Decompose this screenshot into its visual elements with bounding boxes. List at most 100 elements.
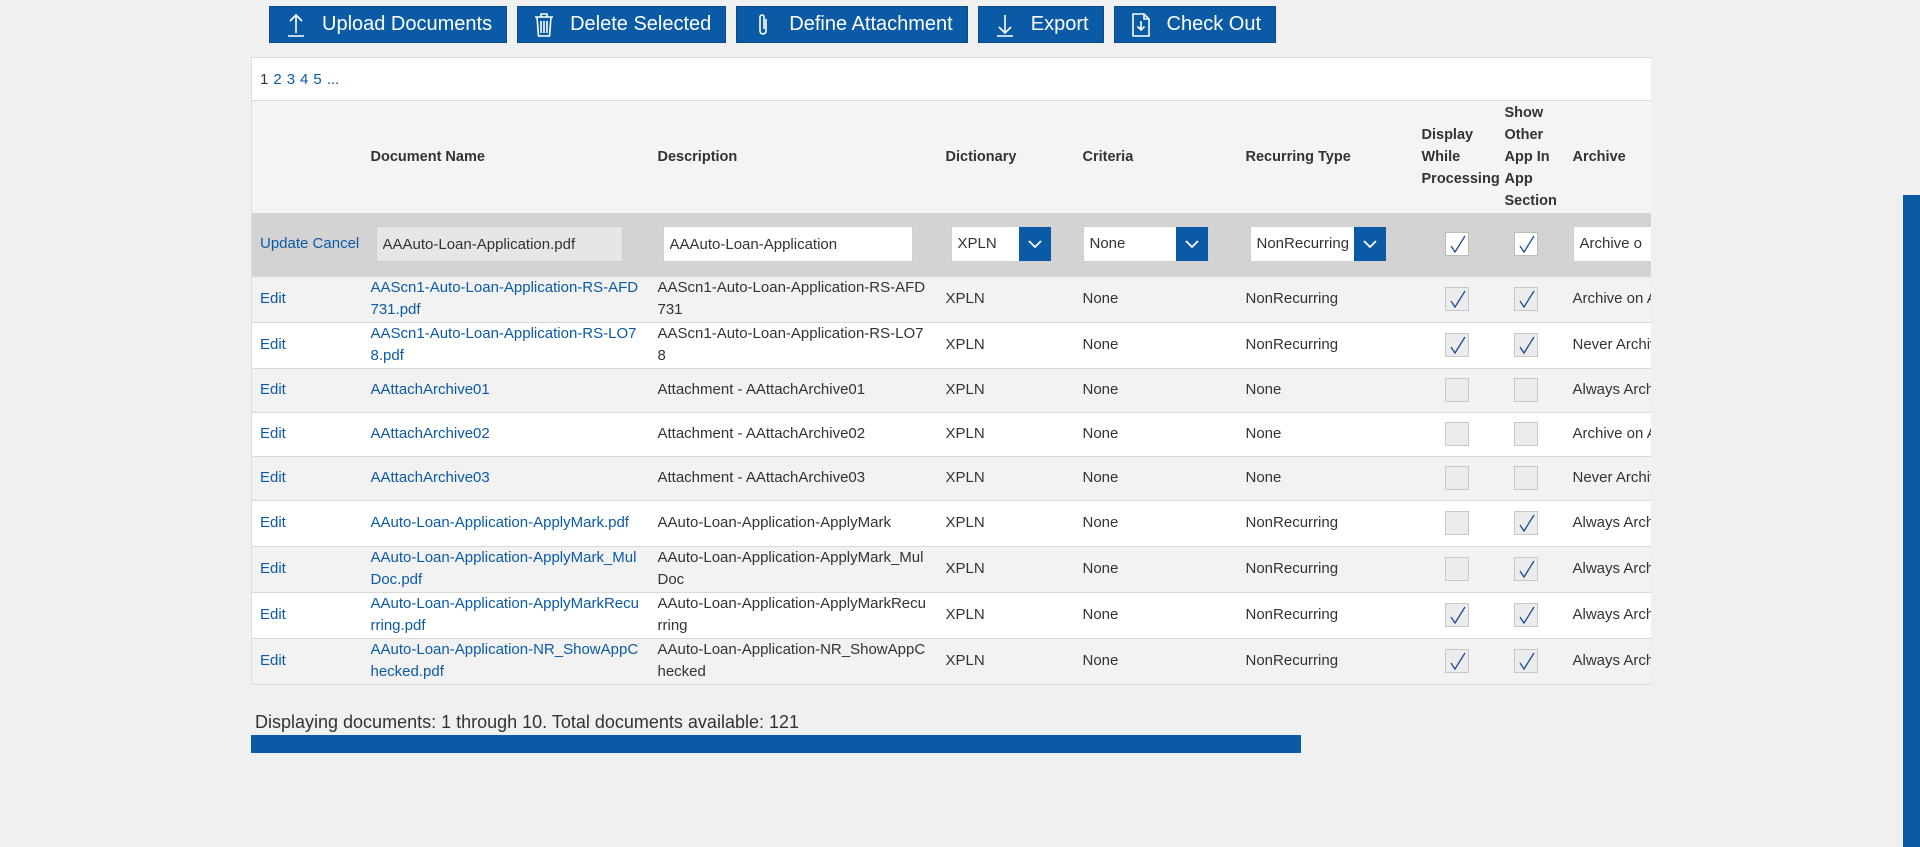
description-cell: Attachment - AAttachArchive02 xyxy=(657,425,866,442)
criteria-cell: None xyxy=(1082,652,1119,669)
display-while-processing-checkbox xyxy=(1444,422,1469,446)
paperclip-icon xyxy=(751,11,775,39)
show-other-app-checkbox xyxy=(1513,287,1538,311)
document-name-link[interactable]: AAttachArchive01 xyxy=(370,381,490,398)
dictionary-select-value: XPLN xyxy=(957,235,997,253)
edit-link[interactable]: Edit xyxy=(260,560,286,577)
dictionary-select[interactable]: XPLN xyxy=(950,226,1052,263)
show-other-app-checkbox xyxy=(1513,511,1538,535)
page-more[interactable]: ... xyxy=(326,70,340,88)
dictionary-cell: XPLN xyxy=(945,290,985,307)
header-show-other-app[interactable]: Show Other App In App Section xyxy=(1504,105,1557,209)
description-cell: Attachment - AAttachArchive03 xyxy=(657,469,866,486)
criteria-select[interactable]: None xyxy=(1082,226,1209,263)
edit-link[interactable]: Edit xyxy=(260,514,286,531)
show-other-app-checkbox xyxy=(1513,466,1538,490)
document-name-link[interactable]: AAuto-Loan-Application-ApplyMark_MulDoc.… xyxy=(370,549,637,588)
chevron-down-icon[interactable] xyxy=(1175,227,1208,262)
page-5[interactable]: 5 xyxy=(313,70,322,88)
document-name-link[interactable]: AAttachArchive03 xyxy=(370,469,490,486)
header-dictionary[interactable]: Dictionary xyxy=(945,149,1017,165)
chevron-down-icon[interactable] xyxy=(1353,227,1386,262)
archive-cell: Always Arch xyxy=(1572,652,1652,669)
criteria-cell: None xyxy=(1082,290,1119,307)
dictionary-cell: XPLN xyxy=(945,381,985,398)
edit-link[interactable]: Edit xyxy=(260,425,286,442)
description-cell: AAuto-Loan-Application-NR_ShowAppChecked xyxy=(657,641,926,680)
archive-cell: Always Arch xyxy=(1572,381,1652,398)
dictionary-cell: XPLN xyxy=(945,514,985,531)
table-row: Edit AAuto-Loan-Application-ApplyMark_Mul… xyxy=(251,546,1651,592)
chevron-down-icon[interactable] xyxy=(1018,227,1051,262)
header-description[interactable]: Description xyxy=(657,149,738,165)
export-button[interactable]: Export xyxy=(977,6,1104,43)
check-out-button[interactable]: Check Out xyxy=(1113,6,1277,43)
document-name-link[interactable]: AAuto-Loan-Application-NR_ShowAppChecked… xyxy=(370,641,639,680)
documents-grid: 1 2 3 4 5 ... Document Name Description … xyxy=(251,57,1651,685)
documents-status: Displaying documents: 1 through 10. Tota… xyxy=(255,712,800,732)
delete-selected-button[interactable]: Delete Selected xyxy=(517,6,727,43)
documents-table: Document Name Description Dictionary Cri… xyxy=(251,101,1651,685)
table-header: Document Name Description Dictionary Cri… xyxy=(251,101,1651,213)
edit-link[interactable]: Edit xyxy=(260,469,286,486)
dictionary-cell: XPLN xyxy=(945,469,985,486)
recurring-type-select[interactable]: NonRecurring xyxy=(1249,226,1387,263)
edit-link[interactable]: Edit xyxy=(260,652,286,669)
dictionary-cell: XPLN xyxy=(945,560,985,577)
header-recurring-type[interactable]: Recurring Type xyxy=(1245,149,1351,165)
description-cell: AAScn1-Auto-Loan-Application-RS-AFD731 xyxy=(657,279,926,318)
upload-documents-label: Upload Documents xyxy=(322,13,493,35)
document-name-link[interactable]: AAttachArchive02 xyxy=(370,425,490,442)
recurring-type-cell: NonRecurring xyxy=(1245,560,1339,577)
side-scrollbar[interactable] xyxy=(1903,195,1920,847)
status-bar xyxy=(251,735,1301,753)
edit-link[interactable]: Edit xyxy=(260,336,286,353)
criteria-cell: None xyxy=(1082,425,1119,442)
header-document-name[interactable]: Document Name xyxy=(370,149,485,165)
show-other-app-checkbox xyxy=(1513,649,1538,673)
edit-link[interactable]: Edit xyxy=(260,606,286,623)
update-link[interactable]: Update xyxy=(260,235,309,253)
table-row: Edit AAScn1-Auto-Loan-Application-RS-AFD7… xyxy=(251,276,1651,322)
show-other-app-checkbox xyxy=(1513,378,1538,402)
edit-link[interactable]: Edit xyxy=(260,290,286,307)
document-name-field[interactable] xyxy=(375,226,623,263)
table-row: Edit AAuto-Loan-Application-ApplyMark.pdf… xyxy=(251,500,1651,546)
archive-cell: Never Archiv xyxy=(1572,336,1652,353)
show-other-app-checkbox xyxy=(1513,603,1538,627)
cancel-link[interactable]: Cancel xyxy=(312,235,360,253)
table-row: Edit AAttachArchive03 Attachment - AAttach… xyxy=(251,456,1651,500)
criteria-cell: None xyxy=(1082,469,1119,486)
recurring-type-cell: NonRecurring xyxy=(1245,652,1339,669)
criteria-select-value: None xyxy=(1089,235,1126,253)
page-4[interactable]: 4 xyxy=(300,70,309,88)
header-display-while-processing[interactable]: Display While Processing xyxy=(1421,127,1500,187)
document-name-link[interactable]: AAuto-Loan-Application-ApplyMark.pdf xyxy=(370,514,629,531)
document-name-link[interactable]: AAuto-Loan-Application-ApplyMarkRecurrin… xyxy=(370,595,639,634)
recurring-type-cell: None xyxy=(1245,469,1282,486)
recurring-type-cell: NonRecurring xyxy=(1245,606,1339,623)
page-2[interactable]: 2 xyxy=(273,70,282,88)
page-3[interactable]: 3 xyxy=(286,70,296,88)
header-archive[interactable]: Archive xyxy=(1572,149,1626,165)
edit-link[interactable]: Edit xyxy=(260,381,286,398)
archive-cell: Always Arch xyxy=(1572,606,1652,623)
recurring-type-select-value: NonRecurring xyxy=(1256,235,1350,253)
display-while-processing-checkbox xyxy=(1444,378,1469,402)
header-actions xyxy=(252,101,363,213)
define-attachment-button[interactable]: Define Attachment xyxy=(736,6,968,43)
show-other-app-checkbox[interactable] xyxy=(1513,232,1538,257)
table-row: Edit AAScn1-Auto-Loan-Application-RS-LO78… xyxy=(251,322,1652,368)
recurring-type-cell: None xyxy=(1245,381,1282,398)
archive-select[interactable]: Archive o xyxy=(1572,226,1651,263)
description-field[interactable] xyxy=(662,226,913,263)
document-name-link[interactable]: AAScn1-Auto-Loan-Application-RS-LO78.pdf xyxy=(370,325,637,364)
description-cell: AAuto-Loan-Application-ApplyMarkRecurrin… xyxy=(657,595,926,634)
document-name-link[interactable]: AAScn1-Auto-Loan-Application-RS-AFD731.p… xyxy=(370,279,639,318)
display-while-processing-checkbox[interactable] xyxy=(1444,232,1469,257)
rows-body: Edit AAScn1-Auto-Loan-Application-RS-AFD7… xyxy=(251,276,1652,684)
criteria-cell: None xyxy=(1082,560,1119,577)
header-criteria[interactable]: Criteria xyxy=(1082,149,1134,165)
upload-documents-button[interactable]: Upload Documents xyxy=(269,6,508,43)
